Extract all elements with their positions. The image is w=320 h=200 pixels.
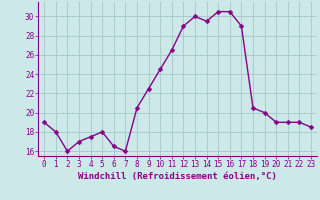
- X-axis label: Windchill (Refroidissement éolien,°C): Windchill (Refroidissement éolien,°C): [78, 172, 277, 181]
